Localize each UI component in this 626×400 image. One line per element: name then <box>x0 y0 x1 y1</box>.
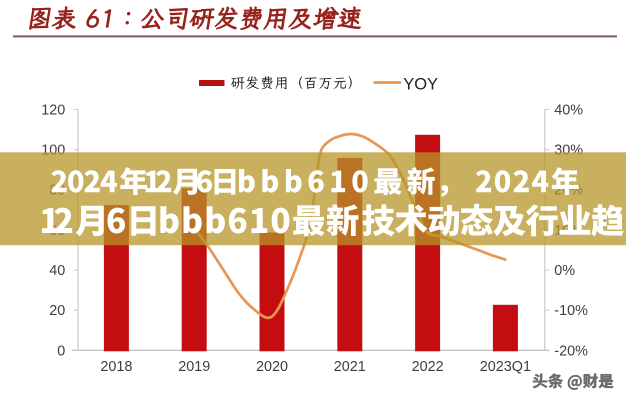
svg-text:0: 0 <box>57 343 65 359</box>
svg-text:40: 40 <box>49 263 65 279</box>
svg-text:40%: 40% <box>554 102 583 118</box>
svg-text:YOY: YOY <box>403 75 438 93</box>
svg-text:0%: 0% <box>554 263 575 279</box>
svg-text:2019: 2019 <box>178 359 210 375</box>
svg-text:20: 20 <box>49 303 65 319</box>
svg-text:2022: 2022 <box>412 359 444 375</box>
svg-text:2020: 2020 <box>256 359 288 375</box>
svg-text:-20%: -20% <box>554 343 588 359</box>
svg-text:-10%: -10% <box>554 303 588 319</box>
svg-text:2018: 2018 <box>100 359 132 375</box>
svg-text:2023Q1: 2023Q1 <box>480 359 531 375</box>
svg-text:2021: 2021 <box>334 359 366 375</box>
svg-text:120: 120 <box>41 102 65 118</box>
